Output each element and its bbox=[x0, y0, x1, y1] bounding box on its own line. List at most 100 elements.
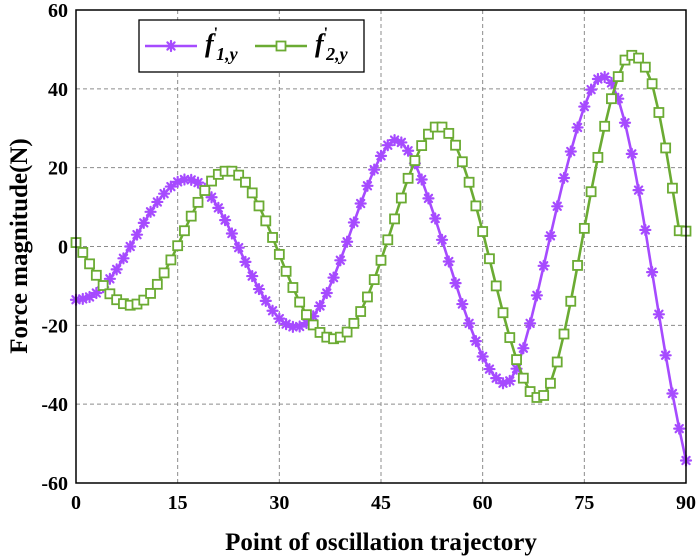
data-point bbox=[334, 254, 347, 267]
data-point bbox=[172, 240, 184, 252]
data-point bbox=[578, 100, 591, 113]
legend-item-2: f' 2,y bbox=[255, 25, 349, 64]
data-point bbox=[463, 317, 476, 330]
data-point bbox=[212, 201, 225, 214]
data-point bbox=[124, 240, 137, 253]
data-point bbox=[558, 328, 570, 340]
data-point bbox=[415, 173, 428, 186]
data-point bbox=[653, 107, 665, 118]
data-point bbox=[524, 386, 536, 397]
data-point bbox=[117, 252, 130, 265]
data-point bbox=[301, 309, 312, 321]
data-point bbox=[368, 274, 380, 286]
data-point bbox=[341, 326, 353, 338]
series-group bbox=[69, 49, 693, 467]
data-point bbox=[537, 259, 550, 272]
data-point bbox=[435, 233, 449, 246]
data-point bbox=[490, 280, 502, 292]
data-point bbox=[90, 269, 102, 281]
data-point bbox=[436, 121, 448, 133]
data-point bbox=[484, 253, 495, 265]
data-point bbox=[449, 277, 462, 290]
data-point bbox=[639, 61, 651, 73]
data-point bbox=[246, 269, 259, 283]
data-point bbox=[476, 350, 489, 363]
data-point bbox=[137, 216, 150, 229]
legend-item-1: f' 1,y bbox=[145, 25, 239, 64]
data-point bbox=[253, 200, 265, 212]
x-tick-label: 45 bbox=[371, 492, 391, 514]
data-point bbox=[504, 332, 516, 343]
data-point bbox=[538, 390, 550, 401]
data-point bbox=[368, 163, 381, 176]
data-point bbox=[191, 176, 205, 189]
data-point bbox=[267, 232, 278, 243]
y-tick-label: -40 bbox=[41, 394, 68, 416]
data-point bbox=[252, 282, 266, 296]
data-point bbox=[652, 308, 665, 321]
data-point bbox=[497, 307, 509, 319]
data-point bbox=[225, 227, 238, 240]
data-point bbox=[104, 288, 116, 300]
data-point bbox=[97, 280, 109, 291]
x-tick-label: 15 bbox=[168, 492, 188, 514]
data-point bbox=[618, 116, 632, 129]
data-point bbox=[138, 294, 150, 306]
x-tick-label: 60 bbox=[473, 492, 493, 514]
data-point bbox=[381, 139, 394, 152]
data-point bbox=[273, 312, 286, 325]
data-point bbox=[395, 192, 407, 204]
data-point bbox=[145, 288, 156, 299]
data-point bbox=[320, 286, 333, 300]
data-point bbox=[110, 263, 123, 276]
data-point bbox=[84, 258, 95, 270]
grid bbox=[76, 10, 686, 483]
data-point bbox=[673, 422, 686, 435]
data-point bbox=[544, 229, 557, 242]
legend-marker bbox=[275, 40, 287, 52]
data-point bbox=[287, 282, 299, 293]
data-point bbox=[477, 226, 489, 237]
y-tick-label: 60 bbox=[48, 0, 68, 22]
data-point bbox=[503, 374, 516, 388]
y-tick-label: -60 bbox=[41, 473, 68, 495]
data-point bbox=[374, 149, 388, 162]
data-point bbox=[660, 142, 672, 154]
data-point bbox=[545, 377, 556, 389]
series-1 bbox=[69, 70, 693, 467]
data-point bbox=[612, 71, 624, 83]
data-point bbox=[375, 254, 387, 266]
legend: f' 1,y f' 2,y bbox=[138, 19, 365, 73]
data-point bbox=[565, 295, 577, 307]
legend-marker bbox=[164, 39, 178, 53]
data-point bbox=[456, 156, 468, 168]
data-point bbox=[151, 278, 163, 290]
data-point bbox=[307, 319, 319, 331]
data-point bbox=[165, 254, 177, 266]
data-point bbox=[571, 121, 584, 134]
data-point bbox=[572, 260, 583, 271]
data-point bbox=[273, 248, 285, 260]
data-point bbox=[517, 372, 529, 384]
y-tick-label: 0 bbox=[58, 237, 68, 259]
data-point bbox=[151, 195, 164, 209]
data-point bbox=[585, 83, 598, 96]
data-point bbox=[633, 52, 644, 64]
x-axis-title: Point of oscillation trajectory bbox=[225, 529, 537, 556]
data-point bbox=[578, 222, 590, 234]
data-point bbox=[511, 354, 522, 366]
data-point bbox=[185, 210, 197, 222]
data-point bbox=[442, 255, 455, 268]
data-point bbox=[280, 265, 292, 277]
legend-label: f' 1,y bbox=[205, 25, 239, 64]
data-point bbox=[450, 139, 461, 151]
data-point bbox=[395, 136, 408, 149]
data-point bbox=[456, 297, 469, 311]
data-point bbox=[557, 171, 571, 185]
data-point bbox=[585, 186, 597, 198]
data-point bbox=[233, 169, 245, 181]
y-tick-label: -20 bbox=[41, 315, 68, 337]
data-point bbox=[179, 225, 190, 237]
x-tick-label: 90 bbox=[676, 492, 696, 514]
legend-label: f' 2,y bbox=[315, 25, 349, 64]
